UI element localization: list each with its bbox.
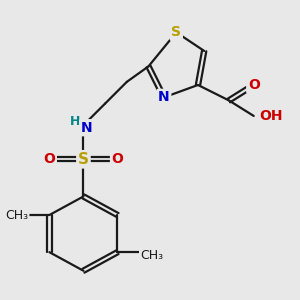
Text: H: H <box>70 115 80 128</box>
Text: S: S <box>171 25 181 39</box>
Text: O: O <box>112 152 123 166</box>
Text: N: N <box>81 121 92 135</box>
Text: O: O <box>248 78 260 92</box>
Text: OH: OH <box>259 109 283 123</box>
Text: CH₃: CH₃ <box>5 208 28 221</box>
Text: O: O <box>44 152 55 166</box>
Text: S: S <box>78 152 89 167</box>
Text: CH₃: CH₃ <box>140 249 163 262</box>
Text: N: N <box>158 90 170 104</box>
